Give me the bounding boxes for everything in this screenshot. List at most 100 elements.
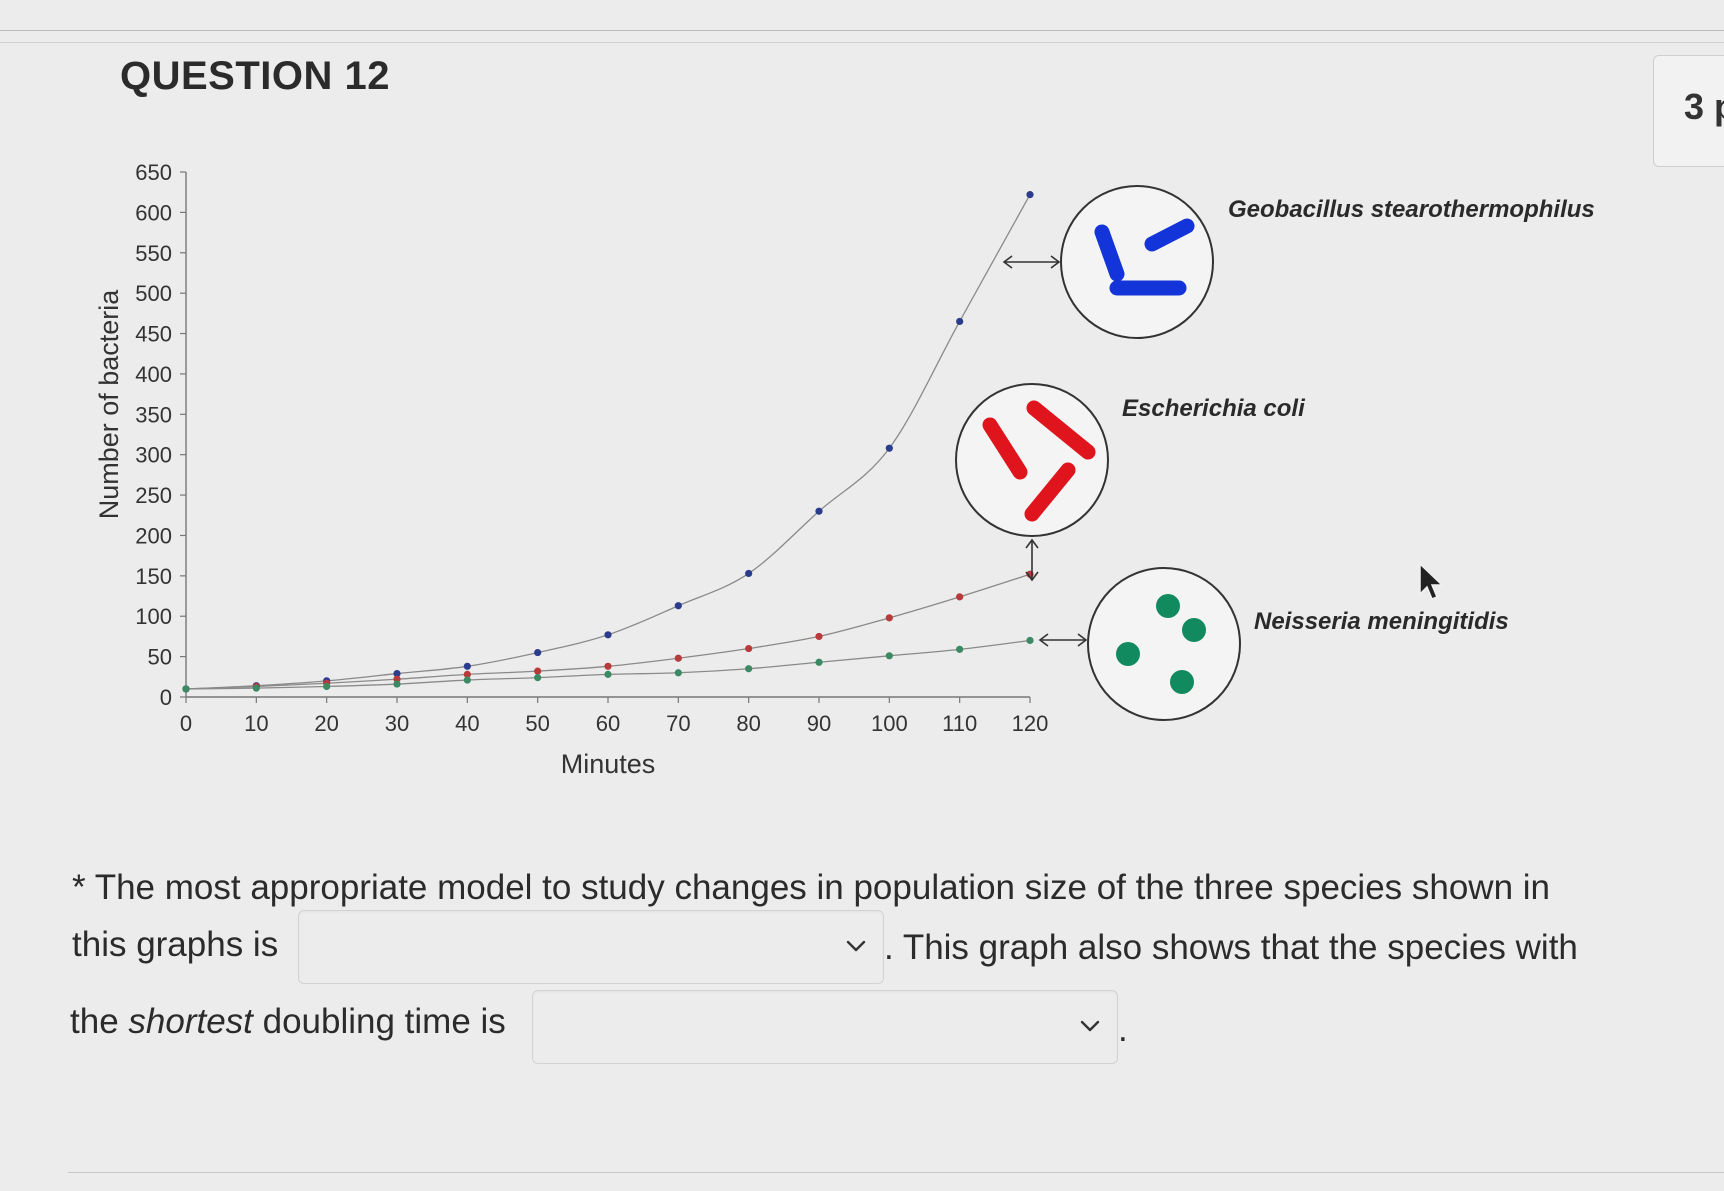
series-line-0 — [185, 194, 1031, 690]
data-point — [604, 662, 612, 670]
bacteria-rod — [1094, 224, 1125, 282]
data-point — [885, 652, 893, 660]
data-point — [815, 632, 823, 641]
data-point — [463, 676, 471, 684]
x-tick-label: 0 — [180, 711, 192, 736]
y-tick-label: 400 — [135, 362, 172, 387]
data-point — [604, 670, 612, 678]
data-point — [463, 662, 471, 670]
data-point — [956, 317, 964, 326]
arrow-head-icon — [1050, 255, 1061, 269]
top-divider — [0, 30, 1724, 31]
y-tick-label: 150 — [135, 564, 172, 589]
x-tick-label: 120 — [1012, 711, 1049, 736]
bacteria-coccus — [1182, 618, 1206, 642]
y-tick-label: 50 — [148, 645, 172, 670]
bacteria-coccus — [1116, 642, 1140, 666]
x-tick-label: 90 — [807, 711, 831, 736]
bacteria-coccus — [1170, 670, 1194, 694]
y-tick-label: 600 — [135, 200, 172, 225]
y-tick-label: 300 — [135, 443, 172, 468]
species-label-1: Escherichia coli — [1122, 395, 1306, 422]
points-label: 3 p — [1684, 86, 1724, 127]
bacteria-rod — [982, 417, 1028, 480]
chevron-down-icon — [1080, 1020, 1100, 1032]
prompt-line-2-before: this graphs is — [72, 925, 279, 964]
x-tick-label: 60 — [596, 711, 620, 736]
prompt-line-3-prefix: the — [70, 1002, 129, 1041]
prompt-line-3-after: . — [1118, 1010, 1128, 1049]
data-point — [674, 669, 682, 677]
data-point — [463, 670, 471, 678]
y-tick-label: 250 — [135, 483, 172, 508]
x-axis-title: Minutes — [561, 749, 656, 779]
data-point — [885, 444, 893, 452]
x-tick-label: 10 — [244, 711, 268, 736]
x-tick-label: 80 — [736, 711, 760, 736]
data-point — [604, 631, 612, 639]
prompt-line-1: * The most appropriate model to study ch… — [72, 868, 1551, 907]
y-axis-title: Number of bacteria — [94, 289, 124, 520]
mouse-cursor-icon — [1419, 562, 1444, 600]
y-tick-label: 100 — [135, 604, 172, 629]
species-label-0: Geobacillus stearothermophilus — [1228, 196, 1595, 223]
y-tick-label: 450 — [135, 322, 172, 347]
species-select[interactable] — [532, 990, 1118, 1064]
data-point — [815, 658, 823, 666]
x-tick-label: 40 — [455, 711, 479, 736]
y-tick-label: 200 — [135, 523, 172, 548]
data-point — [252, 684, 260, 692]
bacteria-rod — [1024, 462, 1076, 522]
growth-chart: 0 50 100 150 200 250 300 350 400 450 500 550 600 650 0… — [94, 160, 1595, 779]
species-circle-2 — [1087, 567, 1241, 721]
y-tick-label: 350 — [135, 402, 172, 427]
data-point — [674, 654, 682, 662]
species-label-2: Neisseria meningitidis — [1254, 608, 1509, 635]
data-point — [393, 680, 401, 688]
arrow-head-icon — [1002, 255, 1013, 269]
data-point — [534, 667, 542, 675]
x-tick-label: 100 — [871, 711, 908, 736]
bacteria-rod — [1144, 218, 1195, 252]
data-point — [885, 614, 893, 622]
x-tick-label: 110 — [942, 711, 977, 736]
arrow-head-icon — [1077, 633, 1088, 647]
bottom-divider — [68, 1172, 1724, 1173]
arrow-head-icon — [1038, 633, 1049, 647]
chart-points — [182, 191, 1034, 693]
y-tick-label: 0 — [160, 685, 172, 710]
data-point — [745, 569, 753, 578]
data-point — [956, 593, 964, 601]
model-select[interactable] — [298, 910, 884, 984]
prompt-line-3-suffix: doubling time is — [252, 1002, 506, 1041]
species-icons: Geobacillus stearothermophilus Escherichi… — [955, 185, 1595, 721]
y-tick-label: 550 — [135, 241, 172, 266]
prompt-line-3-before: the shortest doubling time is — [70, 1002, 506, 1042]
x-tick-label: 70 — [666, 711, 690, 736]
y-tick-label: 500 — [135, 281, 172, 306]
data-point — [674, 602, 682, 610]
data-point — [182, 685, 190, 693]
species-circle-0 — [1060, 185, 1214, 339]
question-title: QUESTION 12 — [120, 54, 391, 98]
data-point — [745, 644, 753, 653]
top-divider-secondary — [0, 42, 1724, 43]
chevron-down-icon — [846, 940, 866, 952]
arrow-head-icon — [1025, 571, 1039, 582]
data-point — [745, 665, 753, 673]
y-tick-label: 650 — [135, 160, 172, 185]
data-point — [534, 648, 542, 657]
x-tick-label: 50 — [525, 711, 549, 736]
data-point — [393, 669, 401, 678]
data-point — [956, 645, 964, 653]
data-point — [534, 674, 542, 682]
prompt-line-2-after: . This graph also shows that the species… — [884, 928, 1578, 967]
data-point — [1026, 636, 1034, 645]
data-point — [1026, 191, 1034, 199]
points-box: 3 p — [1653, 55, 1724, 167]
data-point — [815, 507, 823, 515]
x-tick-label: 20 — [314, 711, 338, 736]
chart-axes: 0 50 100 150 200 250 300 350 400 450 500 550 600 650 0… — [94, 160, 1048, 779]
data-point — [323, 682, 331, 691]
prompt-emphasis: shortest — [128, 1002, 253, 1041]
